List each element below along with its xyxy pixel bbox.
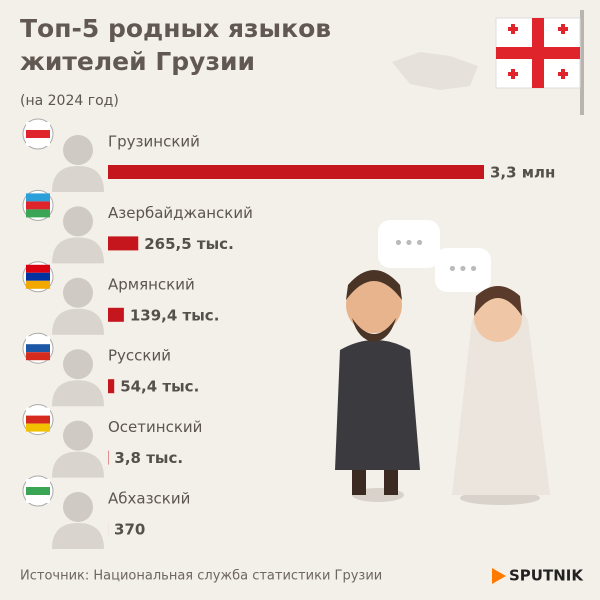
bar [108,379,115,394]
category-label: Грузинский [108,133,200,151]
flag-stripe [26,272,50,281]
flag-badge [22,118,54,150]
avatar-head [63,277,93,308]
flag-badge [22,404,54,436]
category-label: Осетинский [108,418,202,436]
avatar-head [63,349,93,380]
value-label: 370 [114,521,145,539]
flag-stripe [26,479,50,487]
flag-stripe [26,415,50,424]
map-shape [392,52,478,90]
flag-stripe [26,336,50,345]
avatar-body [52,308,104,335]
flag-stripe [26,407,50,416]
value-label: 3,8 тыс. [114,449,183,467]
bar [108,165,484,179]
flag-badge [22,475,54,507]
flag-stripe [26,280,50,289]
title-line: жителей Грузии [20,47,255,76]
category-label: Азербайджанский [108,204,253,222]
avatar [52,135,104,192]
category-label: Русский [108,347,171,365]
avatar-body [52,380,104,407]
avatar [52,277,104,335]
flag-stripe [26,352,50,361]
flag-georgia [495,10,584,115]
avatar-body [52,237,104,264]
svg-text:•••: ••• [393,233,425,254]
brand: SPUTNIK [509,567,584,585]
flag-badge [22,332,54,364]
category-label: Армянский [108,275,195,293]
subtitle: (на 2024 год) [20,93,119,109]
flag-stripe [26,138,50,146]
avatar [52,420,104,478]
avatar-head [63,206,93,237]
bar [108,307,124,322]
avatar-body [52,451,104,478]
avatar [52,206,104,264]
illustration: ••• ••• [335,220,550,505]
value-label: 54,4 тыс. [120,378,199,396]
flag-stripe [26,130,50,138]
source: Источник: Национальная служба статистики… [20,569,382,584]
flag-stripe [26,201,50,210]
value-label: 265,5 тыс. [144,235,234,253]
bar [108,236,139,251]
avatar-body [52,523,104,549]
value-label: 139,4 тыс. [130,306,220,324]
avatar-head [63,135,93,165]
flag-stripe [26,487,50,495]
avatar [52,492,104,549]
avatar [52,349,104,407]
flag-badge [22,261,54,293]
value-label: 3,3 млн [490,164,555,182]
flag-stripe [26,193,50,202]
avatar-head [63,492,93,522]
brand-logo: SPUTNIK [492,567,584,585]
flag-stripe [26,264,50,273]
title-line: Топ-5 родных языков [20,14,331,43]
avatar-body [52,166,104,192]
flag-badge [22,189,54,221]
flag-stripe [26,423,50,432]
flag-stripe [26,122,50,130]
svg-text:•••: ••• [447,259,479,280]
flag-stripe [26,495,50,503]
avatar-head [63,420,93,451]
flag-stripe [26,344,50,353]
category-label: Абхазский [108,490,190,508]
flag-stripe [26,209,50,218]
